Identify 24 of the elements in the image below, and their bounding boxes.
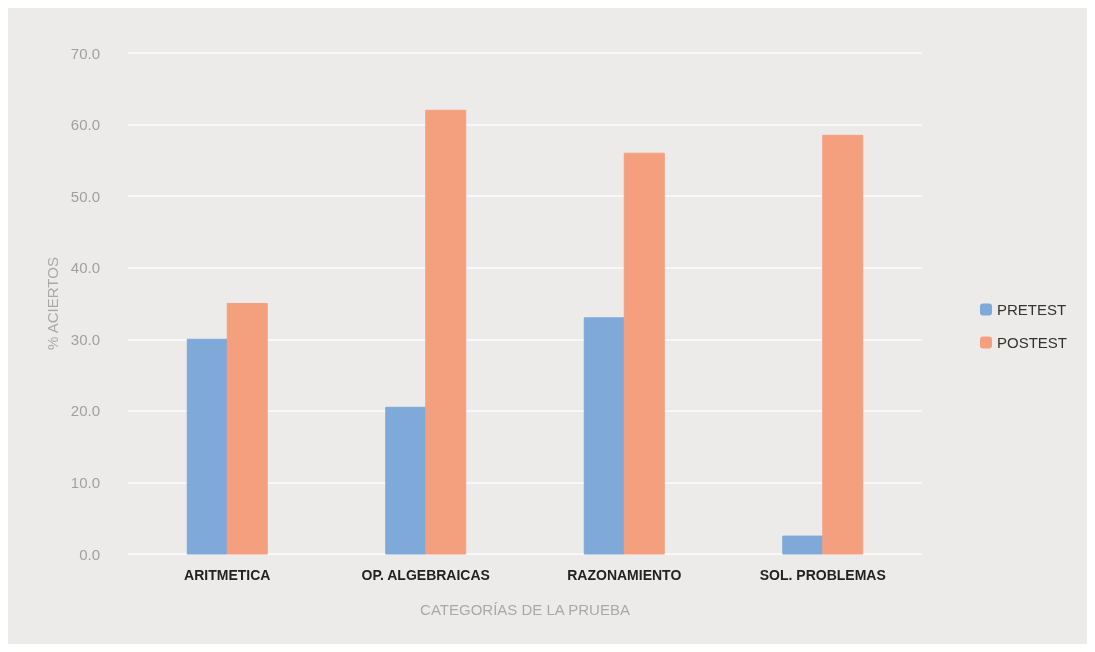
bar — [385, 406, 427, 555]
y-tick-label: 70.0 — [70, 44, 100, 62]
y-tick-label: 50.0 — [70, 187, 100, 205]
bar — [583, 317, 625, 555]
bar — [623, 152, 665, 555]
y-tick-label: 40.0 — [70, 259, 100, 277]
legend-label: PRETEST — [996, 301, 1067, 318]
bar — [822, 134, 864, 555]
y-tick-label: 30.0 — [70, 330, 100, 348]
x-tick-label: OP. ALGEBRAICAS — [361, 567, 490, 583]
x-tick-label: SOL. PROBLEMAS — [759, 567, 886, 583]
bar — [782, 535, 824, 555]
bar — [425, 109, 467, 555]
y-tick-label: 0.0 — [79, 545, 100, 563]
bar — [226, 303, 268, 555]
x-axis-title: CATEGORÍAS DE LA PRUEBA — [420, 601, 630, 618]
bar — [186, 338, 228, 555]
y-tick-label: 10.0 — [70, 473, 100, 491]
y-axis-title: % ACIERTOS — [43, 257, 61, 350]
legend-label: POSTEST — [996, 334, 1067, 351]
y-tick-label: 60.0 — [70, 116, 100, 134]
x-tick-label: ARITMETICA — [184, 567, 271, 583]
y-tick-label: 20.0 — [70, 402, 100, 420]
x-tick-label: RAZONAMIENTO — [567, 567, 682, 583]
